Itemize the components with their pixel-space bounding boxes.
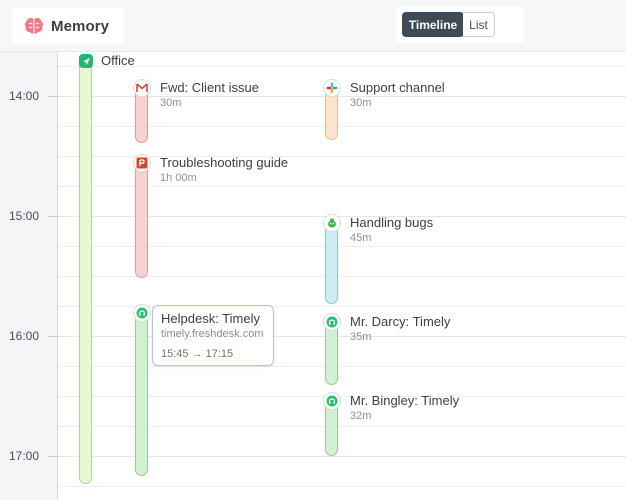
handling-bugs-title: Handling bugs — [350, 215, 434, 230]
timeline-view-button[interactable]: Timeline — [402, 12, 464, 37]
location-icon — [79, 54, 93, 68]
grid-line — [58, 66, 626, 67]
troubleshooting-guide-title: Troubleshooting guide — [160, 155, 289, 170]
top-bar: Memory Timeline List — [0, 0, 626, 52]
hour-tick — [48, 96, 58, 97]
tooltip-time-range: 15:45 → 17:15 — [161, 348, 234, 360]
grid-line — [58, 306, 626, 307]
slack-icon — [323, 79, 341, 97]
freshdesk-icon — [133, 304, 151, 322]
support-channel-title: Support channel — [350, 80, 445, 95]
grid-line — [58, 276, 626, 277]
list-view-button[interactable]: List — [463, 12, 495, 37]
office-event-title: Office — [101, 53, 135, 68]
mr-darcy-duration: 35m — [350, 331, 372, 343]
time-gutter — [0, 52, 58, 500]
grid-line — [58, 426, 626, 427]
mr-darcy-title: Mr. Darcy: Timely — [350, 314, 451, 329]
grid-line — [58, 216, 626, 217]
event-tooltip: Helpdesk: Timely timely.freshdesk.com 15… — [152, 305, 274, 366]
hour-tick — [48, 216, 58, 217]
app-logo[interactable]: Memory — [12, 8, 124, 44]
fwd-client-issue-duration: 30m — [160, 97, 182, 109]
hour-label: 14:00 — [9, 89, 40, 103]
app-title: Memory — [51, 17, 110, 35]
support-channel-duration: 30m — [350, 97, 372, 109]
hour-label: 17:00 — [9, 449, 40, 463]
fwd-client-issue-title: Fwd: Client issue — [160, 80, 259, 95]
bug-icon — [323, 214, 341, 232]
handling-bugs-duration: 45m — [350, 232, 372, 244]
hour-label: 16:00 — [9, 329, 40, 343]
grid-line — [58, 456, 626, 457]
grid-line — [58, 366, 626, 367]
grid-line — [58, 336, 626, 337]
hour-tick — [48, 336, 58, 337]
brain-icon — [24, 17, 44, 34]
mr-bingley-duration: 32m — [350, 410, 372, 422]
freshdesk-icon — [323, 313, 341, 331]
view-toggle: Timeline List — [396, 7, 524, 43]
freshdesk-icon — [323, 392, 341, 410]
grid-line — [58, 96, 626, 97]
grid-line — [58, 126, 626, 127]
grid-line — [58, 186, 626, 187]
helpdesk-timely-event-bar[interactable] — [135, 306, 148, 476]
gmail-icon — [133, 79, 151, 97]
tooltip-url: timely.freshdesk.com — [161, 328, 264, 340]
troubleshooting-guide-event-bar[interactable] — [135, 156, 148, 278]
mr-bingley-title: Mr. Bingley: Timely — [350, 393, 460, 408]
tooltip-title: Helpdesk: Timely — [161, 311, 260, 326]
troubleshooting-guide-duration: 1h 00m — [160, 172, 197, 184]
hour-tick — [48, 456, 58, 457]
grid-line — [58, 246, 626, 247]
grid-line — [58, 486, 626, 487]
hour-label: 15:00 — [9, 209, 40, 223]
office-event-bar[interactable] — [79, 56, 92, 484]
powerpoint-icon — [133, 154, 151, 172]
grid-line — [58, 156, 626, 157]
grid-line — [58, 396, 626, 397]
